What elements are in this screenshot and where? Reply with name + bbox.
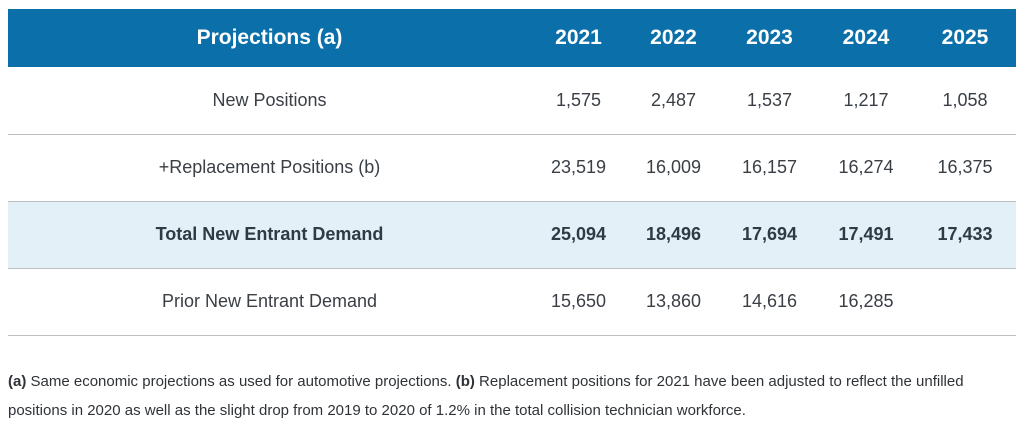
cell-value: 1,537 [746,89,793,110]
cell-value: 23,519 [550,157,607,177]
cell-value [914,268,1016,335]
cell-value: 17,694 [741,224,798,244]
row-label: Total New Entrant Demand [155,224,384,244]
header-year-2021: 2021 [555,26,602,49]
table-row-prior-new-entrant-demand: Prior New Entrant Demand 15,650 13,860 1… [8,268,1016,335]
footnote-b-text: Replacement positions for 2021 have been… [8,373,964,419]
footnote-a-marker: (a) [8,373,27,390]
footnotes: (a) Same economic projections as used fo… [8,367,1016,425]
cell-value: 16,274 [838,157,894,177]
cell-value: 16,375 [937,157,993,177]
cell-value: 18,496 [645,224,702,244]
header-year-2025: 2025 [941,26,989,49]
footnote-a-text: Same economic projections as used for au… [26,373,456,390]
cell-value: 25,094 [550,224,607,244]
cell-value: 17,491 [838,224,894,244]
table-header-row: Projections (a) 2021 2022 2023 2024 2025 [8,9,1016,67]
projections-table: Projections (a) 2021 2022 2023 2024 2025… [8,9,1016,336]
cell-value: 15,650 [550,291,607,311]
row-label: +Replacement Positions (b) [158,157,381,177]
cell-value: 2,487 [650,89,697,110]
table-row-replacement-positions: +Replacement Positions (b) 23,519 16,009… [8,134,1016,201]
cell-value: 16,009 [645,157,702,177]
cell-value: 1,058 [942,89,988,110]
cell-value: 13,860 [645,291,702,311]
header-label: Projections (a) [196,26,343,49]
cell-value: 14,616 [741,291,798,311]
row-label: New Positions [212,89,327,110]
header-year-2023: 2023 [746,26,793,49]
cell-value: 1,575 [555,89,602,110]
cell-value: 16,285 [838,291,894,311]
table-row-total-new-entrant-demand: Total New Entrant Demand 25,094 18,496 1… [8,201,1016,268]
table-row-new-positions: New Positions 1,575 2,487 1,537 1,217 1,… [8,67,1016,134]
cell-value: 17,433 [937,224,993,244]
header-year-2022: 2022 [650,26,697,49]
cell-value: 1,217 [843,89,889,110]
row-label: Prior New Entrant Demand [161,291,378,311]
footnote-b-marker: (b) [455,373,475,390]
cell-value: 16,157 [741,157,798,177]
header-year-2024: 2024 [842,26,890,49]
